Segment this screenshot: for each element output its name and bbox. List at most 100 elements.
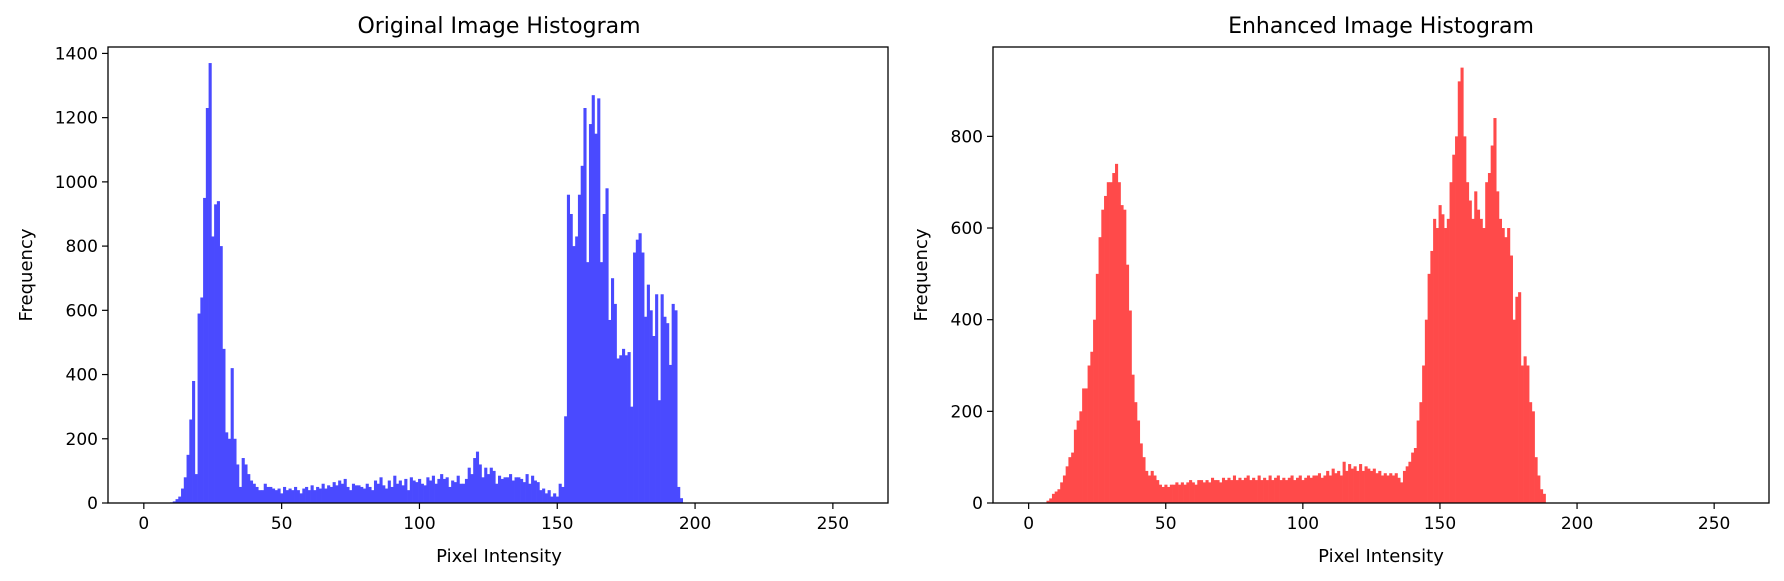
histogram-bar <box>1328 475 1332 503</box>
histogram-bar <box>1161 486 1165 503</box>
histogram-bar <box>520 478 524 503</box>
histogram-bar <box>1153 475 1157 503</box>
histogram-bar <box>1504 237 1508 503</box>
plot-frame <box>992 46 1770 504</box>
chart-title: Original Image Histogram <box>357 14 640 39</box>
histogram-bar <box>1257 475 1261 503</box>
histogram-bar <box>1381 475 1385 503</box>
histogram-bar <box>1189 480 1193 503</box>
histogram-bar <box>1383 473 1387 503</box>
histogram-bar <box>531 475 535 503</box>
histogram-bar <box>181 488 185 503</box>
histogram-bar <box>1435 228 1439 503</box>
histogram-bar <box>1487 173 1492 503</box>
histogram-bar <box>238 486 243 503</box>
histogram-bar <box>385 488 389 503</box>
histogram-bar <box>624 355 628 503</box>
histogram-bar <box>1172 484 1176 503</box>
histogram-bar <box>362 488 367 503</box>
histogram-bar <box>172 501 176 503</box>
histogram-bar <box>1073 429 1077 503</box>
histogram-bar <box>283 486 287 503</box>
histogram-bar <box>668 364 672 503</box>
histogram-bar <box>194 474 198 503</box>
y-tick-label: 600 <box>951 219 983 239</box>
histogram-bar <box>1471 218 1475 504</box>
histogram-bar <box>1411 452 1415 503</box>
histogram-bar <box>1071 452 1075 503</box>
histogram-bar <box>1408 461 1412 503</box>
histogram-bar <box>608 319 612 503</box>
histogram-bar <box>1359 464 1363 503</box>
histogram-bar <box>1060 482 1064 503</box>
histogram-bar <box>247 474 251 503</box>
histogram-bar <box>1326 470 1330 503</box>
histogram-bar <box>1518 292 1522 503</box>
histogram-bar <box>1109 182 1113 503</box>
histogram-bar <box>1068 457 1072 503</box>
histogram-bar <box>1131 374 1135 503</box>
histogram-bar <box>1049 498 1053 503</box>
histogram-bar <box>1279 480 1283 503</box>
histogram-bar <box>1271 480 1275 503</box>
histogram-bar <box>580 165 584 503</box>
histogram-bar <box>318 488 322 503</box>
histogram-bar <box>426 477 430 503</box>
histogram-bar <box>1441 214 1445 503</box>
y-tick-label: 0 <box>87 494 98 514</box>
histogram-bar <box>241 458 245 503</box>
histogram-bar <box>214 204 218 503</box>
chart-enhanced-histogram: Enhanced Image Histogram 0 50 100 150 200 250… <box>911 14 1770 567</box>
histogram-bar <box>555 496 559 503</box>
histogram-bar <box>1531 411 1535 503</box>
histogram-bar <box>1444 228 1448 503</box>
histogram-bar <box>1304 477 1308 503</box>
histogram-bar <box>453 482 458 503</box>
histogram-bar <box>575 236 579 503</box>
histogram-bar <box>1386 475 1390 503</box>
histogram-bar <box>528 483 532 503</box>
histogram-bar <box>657 400 661 503</box>
histogram-bar <box>266 486 270 503</box>
histogram-bar <box>564 416 568 503</box>
histogram-bar <box>260 490 265 503</box>
histogram-bar <box>440 474 444 503</box>
histogram-bar <box>525 474 529 503</box>
histogram-bar <box>1367 468 1371 503</box>
histogram-bar <box>197 313 201 503</box>
histogram-bar <box>1134 402 1138 503</box>
histogram-bar <box>495 483 499 503</box>
histogram-bar <box>1260 480 1264 503</box>
histogram-bar <box>1136 420 1141 503</box>
histogram-bar <box>225 432 229 503</box>
histogram-bar <box>1101 209 1105 503</box>
histogram-bar <box>1485 182 1489 503</box>
histogram-bar <box>1117 182 1121 503</box>
histogram-bar <box>1276 475 1280 503</box>
x-tick-label: 250 <box>817 514 849 534</box>
histogram-bar <box>418 478 422 503</box>
histogram-bar <box>1402 470 1407 503</box>
histogram-bar <box>1213 480 1217 503</box>
histogram-bar <box>277 488 281 503</box>
histogram-bar <box>1540 489 1544 503</box>
y-tick-label: 0 <box>972 494 983 514</box>
histogram-bar <box>509 474 513 503</box>
histogram-bar <box>387 480 391 503</box>
histogram-bar <box>252 483 256 503</box>
histogram-bar <box>1296 477 1300 503</box>
histogram-bar <box>1438 205 1442 504</box>
histogram-bar <box>357 485 361 503</box>
histogram-bar <box>506 477 510 503</box>
histogram-bar <box>1306 475 1311 503</box>
histogram-bar <box>1353 466 1357 503</box>
histogram-bar <box>569 213 573 504</box>
histogram-bar <box>666 323 670 503</box>
histogram-bar <box>1178 484 1182 503</box>
histogram-bar <box>586 262 590 503</box>
histogram-bar <box>373 480 378 503</box>
histogram-bar <box>1252 477 1256 503</box>
histogram-bar <box>211 236 215 503</box>
y-tick-label: 400 <box>66 366 98 386</box>
